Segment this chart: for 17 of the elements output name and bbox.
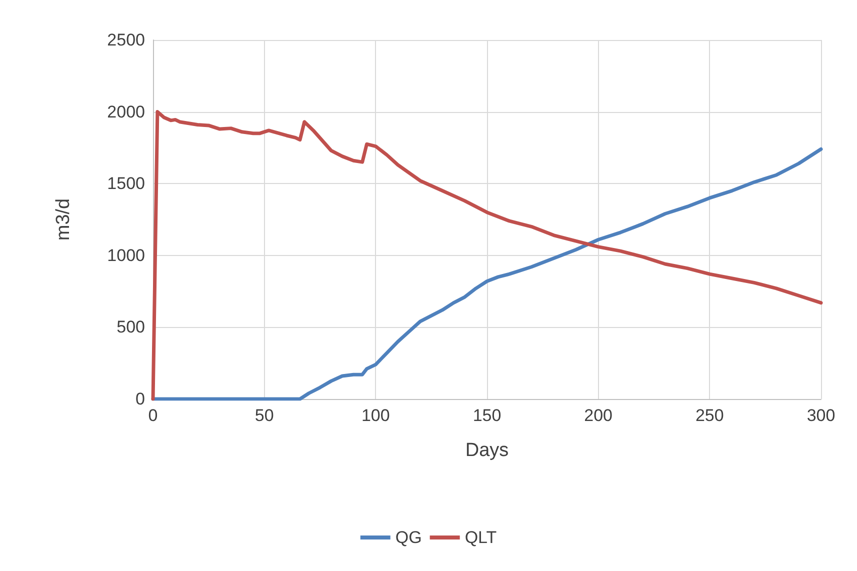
legend-label: QG bbox=[395, 528, 422, 547]
legend-label: QLT bbox=[464, 528, 497, 547]
x-tick-label: 150 bbox=[472, 406, 502, 425]
x-tick-label: 0 bbox=[148, 406, 158, 425]
y-tick-label: 2500 bbox=[107, 30, 145, 50]
x-tick-label: 100 bbox=[361, 406, 390, 425]
x-tick-label: 250 bbox=[695, 406, 724, 425]
x-axis-title: Days bbox=[465, 440, 509, 461]
y-tick-label: 2000 bbox=[107, 102, 145, 122]
x-tick-label: 50 bbox=[254, 406, 274, 425]
y-tick-label: 500 bbox=[116, 318, 145, 337]
x-tick-label: 200 bbox=[584, 406, 613, 425]
y-axis-title: m3/d bbox=[53, 198, 74, 241]
y-tick-label: 1500 bbox=[107, 174, 145, 194]
y-tick-label: 0 bbox=[136, 390, 145, 408]
x-tick-label: 300 bbox=[806, 406, 836, 425]
y-tick-label: 1000 bbox=[107, 246, 145, 265]
